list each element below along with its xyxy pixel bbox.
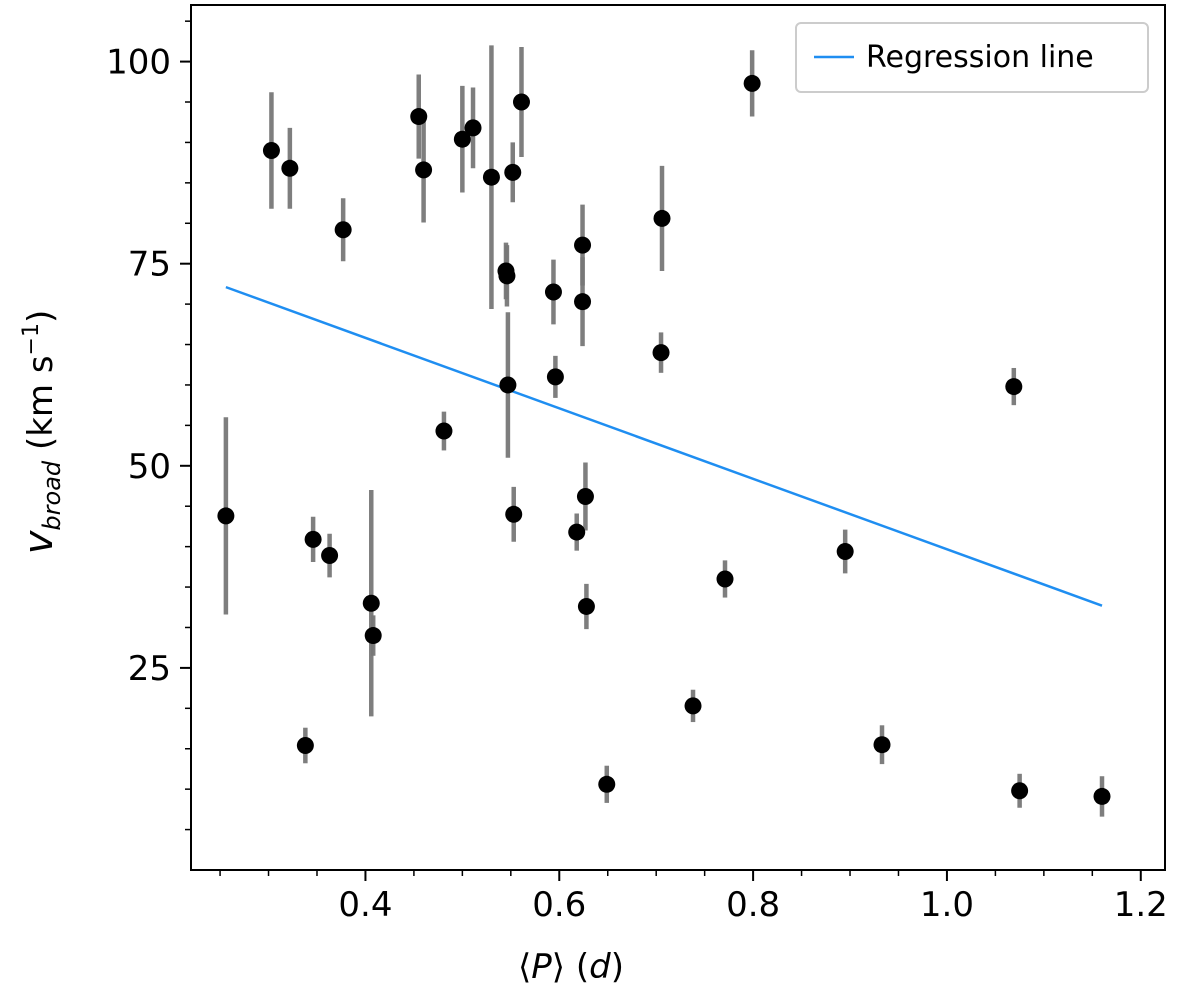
data-point-29: [652, 344, 670, 362]
legend-entry-regression: Regression line: [866, 40, 1094, 75]
data-point-26: [576, 488, 594, 506]
data-point-22: [546, 368, 564, 386]
legend-box: [795, 22, 1149, 93]
data-point-24: [574, 236, 592, 254]
data-point-28: [598, 775, 616, 793]
x-axis: 0.4 0.6 0.8 1.0 1.2: [219, 870, 1168, 925]
x-tick-label: 0.8: [726, 885, 780, 925]
data-point-9: [410, 108, 428, 126]
data-point-34: [836, 542, 854, 560]
y-axis: 25 50 75 100: [106, 20, 191, 831]
data-point-5: [321, 547, 339, 565]
y-axis-label: vbroad (km s−1): [16, 310, 66, 555]
x-tick-label: 0.4: [338, 885, 392, 925]
data-point-19: [505, 505, 523, 523]
data-point-32: [716, 570, 734, 588]
data-point-25: [574, 293, 592, 311]
legend: Regression line: [795, 22, 1149, 93]
data-point-36: [1005, 378, 1023, 396]
x-axis-label: ⟨P⟩ (d): [518, 947, 624, 987]
data-point-17: [499, 376, 517, 394]
data-point-0: [217, 507, 235, 525]
y-tick-label: 50: [128, 447, 171, 487]
data-point-4: [304, 530, 322, 548]
data-point-12: [453, 130, 471, 148]
data-point-14: [482, 168, 500, 186]
data-point-8: [364, 627, 382, 645]
data-point-7: [362, 594, 380, 612]
data-point-21: [544, 283, 562, 301]
axes-frame: [190, 4, 1166, 871]
data-point-2: [281, 159, 299, 177]
data-point-16: [498, 267, 516, 285]
data-point-18: [504, 163, 522, 181]
x-tick-label: 1.0: [920, 885, 974, 925]
data-point-31: [684, 697, 702, 715]
data-point-3: [296, 737, 314, 755]
data-point-23: [568, 523, 586, 541]
plot-area: [217, 45, 1111, 817]
data-point-30: [653, 209, 671, 227]
y-tick-label: 25: [128, 649, 171, 689]
data-point-38: [1093, 787, 1111, 805]
data-point-35: [873, 736, 891, 754]
data-point-13: [464, 119, 482, 137]
data-point-20: [512, 93, 530, 111]
data-point-33: [743, 74, 761, 92]
data-point-27: [577, 597, 595, 615]
x-tick-label: 0.6: [532, 885, 586, 925]
data-point-37: [1011, 782, 1029, 800]
data-point-1: [262, 142, 280, 160]
data-point-6: [334, 221, 352, 239]
data-point-11: [435, 422, 453, 440]
x-tick-label: 1.2: [1114, 885, 1168, 925]
y-tick-label: 75: [128, 245, 171, 285]
regression-line: [225, 285, 1103, 607]
y-tick-label: 100: [106, 43, 171, 83]
data-point-10: [415, 161, 433, 179]
